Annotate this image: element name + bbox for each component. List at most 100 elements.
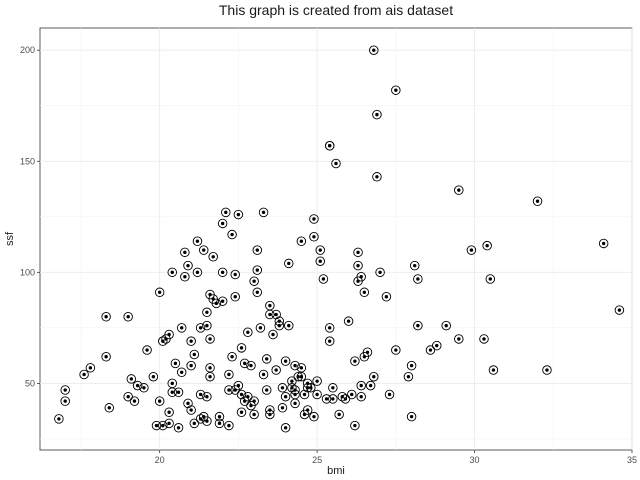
data-point <box>258 207 269 218</box>
data-point <box>409 260 420 271</box>
data-point <box>252 287 263 298</box>
data-point <box>164 329 174 340</box>
data-point <box>340 394 351 404</box>
data-point <box>381 291 392 302</box>
data-point <box>79 369 89 380</box>
data-point <box>369 45 379 55</box>
data-point <box>284 320 294 331</box>
data-point <box>258 369 269 380</box>
data-point <box>227 229 237 240</box>
data-point <box>186 336 196 346</box>
data-point <box>265 405 275 415</box>
data-point <box>384 389 395 400</box>
data-point <box>312 376 322 386</box>
data-point <box>403 371 414 382</box>
data-point <box>391 345 401 355</box>
data-point <box>277 403 288 413</box>
data-point <box>309 232 319 242</box>
data-point <box>180 272 190 282</box>
data-point <box>299 389 310 400</box>
data-point <box>205 371 215 382</box>
data-point <box>173 387 184 398</box>
data-point <box>129 396 140 406</box>
data-point <box>60 385 70 395</box>
data-point <box>346 389 357 400</box>
data-point <box>224 420 234 431</box>
data-point <box>192 236 203 246</box>
data-point <box>312 389 322 400</box>
data-point <box>60 396 70 406</box>
data-point <box>324 323 335 333</box>
data-point <box>265 309 275 320</box>
data-point <box>309 411 319 422</box>
data-point <box>406 360 417 371</box>
data-point <box>324 140 335 151</box>
data-points <box>54 45 625 433</box>
data-point <box>315 256 326 266</box>
data-point <box>183 260 193 271</box>
data-point <box>249 409 259 420</box>
data-point <box>280 423 291 433</box>
data-point <box>224 369 234 380</box>
data-point <box>249 396 259 406</box>
data-point <box>466 245 477 255</box>
x-tick-label: 35 <box>627 455 637 465</box>
data-point <box>233 209 244 220</box>
data-point <box>372 172 382 182</box>
data-point <box>176 323 187 333</box>
data-point <box>356 272 366 282</box>
data-point <box>208 252 218 262</box>
data-point <box>151 420 162 431</box>
data-point <box>268 329 278 340</box>
data-point <box>158 420 168 431</box>
data-point <box>306 383 316 393</box>
data-point <box>331 158 341 169</box>
data-point <box>482 240 492 251</box>
data-point <box>85 363 96 373</box>
data-point <box>202 320 212 331</box>
data-point <box>164 418 174 429</box>
data-point <box>287 376 297 386</box>
data-point <box>362 347 373 358</box>
data-point <box>296 236 307 246</box>
data-point <box>343 316 354 326</box>
data-point <box>224 385 234 395</box>
data-point <box>454 334 464 344</box>
data-point <box>274 320 285 331</box>
data-point <box>239 358 250 369</box>
data-point <box>236 389 247 400</box>
data-point <box>243 391 253 402</box>
data-point <box>192 267 203 278</box>
data-point <box>353 247 363 258</box>
data-point <box>277 383 288 393</box>
data-point <box>432 340 442 351</box>
data-point <box>123 391 133 402</box>
data-point <box>154 287 165 298</box>
data-point <box>479 334 489 344</box>
data-point <box>324 336 335 346</box>
data-point <box>167 267 178 278</box>
data-point <box>101 311 111 322</box>
data-point <box>252 265 263 275</box>
data-point <box>202 416 212 426</box>
data-point <box>186 360 196 371</box>
data-point <box>350 420 360 431</box>
data-point <box>356 391 366 402</box>
data-point <box>372 109 382 120</box>
data-point <box>598 238 609 249</box>
data-point <box>189 349 200 360</box>
data-point <box>261 385 272 395</box>
plot-panel <box>39 27 633 451</box>
data-point <box>236 407 247 417</box>
data-point <box>249 276 259 286</box>
data-point <box>217 267 228 278</box>
y-tick-label: 50 <box>25 378 35 388</box>
data-point <box>271 309 281 320</box>
data-point <box>359 287 370 298</box>
data-point <box>230 291 240 302</box>
data-point <box>230 269 240 280</box>
data-point <box>205 334 215 344</box>
data-point <box>356 380 366 391</box>
data-point <box>353 260 363 271</box>
